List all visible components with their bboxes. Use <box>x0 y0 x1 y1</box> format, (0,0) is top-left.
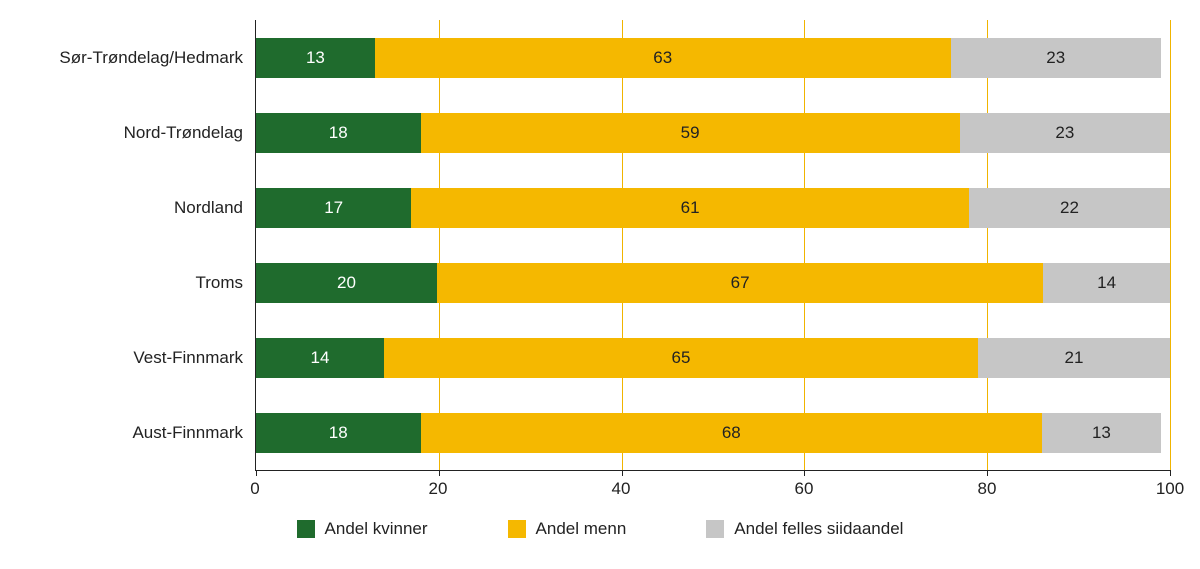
y-label: Nord-Trøndelag <box>30 95 243 170</box>
x-tick-label: 80 <box>978 479 997 499</box>
bar-segment: 13 <box>256 38 375 78</box>
y-label: Troms <box>30 245 243 320</box>
legend-swatch <box>297 520 315 538</box>
x-tick-label: 40 <box>612 479 631 499</box>
y-label: Sør-Trøndelag/Hedmark <box>30 20 243 95</box>
stacked-bar-chart: Sør-Trøndelag/Hedmark Nord-Trøndelag Nor… <box>30 20 1170 539</box>
y-label-text: Aust-Finnmark <box>132 423 243 443</box>
gridline <box>1170 20 1171 470</box>
bar-segment: 14 <box>1043 263 1170 303</box>
x-tick <box>1170 470 1171 476</box>
bar-row: 185923 <box>256 95 1170 170</box>
bar-segment: 23 <box>951 38 1161 78</box>
bar-segment: 65 <box>384 338 978 378</box>
bar-segment: 18 <box>256 113 421 153</box>
x-tick-label: 20 <box>429 479 448 499</box>
bar-stack: 185923 <box>256 113 1170 153</box>
bar-segment: 13 <box>1042 413 1161 453</box>
legend-swatch <box>706 520 724 538</box>
y-label-text: Nordland <box>174 198 243 218</box>
bar-segment: 68 <box>421 413 1043 453</box>
y-label: Nordland <box>30 170 243 245</box>
legend-item: Andel felles siidaandel <box>706 519 903 539</box>
bar-row: 146521 <box>256 320 1170 395</box>
bar-segment: 17 <box>256 188 411 228</box>
bar-segment: 21 <box>978 338 1170 378</box>
plot-area: 136323185923176122206714146521186813 <box>255 20 1170 471</box>
bar-stack: 206714 <box>256 263 1170 303</box>
bar-segment: 61 <box>411 188 969 228</box>
legend-swatch <box>508 520 526 538</box>
x-tick-label: 0 <box>250 479 259 499</box>
y-label-text: Troms <box>195 273 243 293</box>
bar-segment: 22 <box>969 188 1170 228</box>
bar-row: 206714 <box>256 245 1170 320</box>
y-label-text: Nord-Trøndelag <box>124 123 243 143</box>
bar-segment: 14 <box>256 338 384 378</box>
bar-segment: 67 <box>437 263 1043 303</box>
y-label-text: Sør-Trøndelag/Hedmark <box>59 48 243 68</box>
bar-stack: 136323 <box>256 38 1161 78</box>
y-label-text: Vest-Finnmark <box>133 348 243 368</box>
bars-container: 136323185923176122206714146521186813 <box>256 20 1170 470</box>
bar-row: 176122 <box>256 170 1170 245</box>
bar-segment: 18 <box>256 413 421 453</box>
x-axis: 020406080100 <box>255 471 1170 501</box>
legend-item: Andel menn <box>508 519 627 539</box>
bar-stack: 146521 <box>256 338 1170 378</box>
legend-item: Andel kvinner <box>297 519 428 539</box>
bar-segment: 59 <box>421 113 960 153</box>
bar-stack: 186813 <box>256 413 1161 453</box>
legend-label: Andel felles siidaandel <box>734 519 903 539</box>
bar-segment: 20 <box>256 263 437 303</box>
legend-label: Andel kvinner <box>325 519 428 539</box>
bar-row: 136323 <box>256 20 1170 95</box>
y-axis-labels: Sør-Trøndelag/Hedmark Nord-Trøndelag Nor… <box>30 20 255 471</box>
bar-segment: 63 <box>375 38 951 78</box>
legend: Andel kvinner Andel menn Andel felles si… <box>30 519 1170 539</box>
y-label: Aust-Finnmark <box>30 395 243 470</box>
x-tick-label: 60 <box>795 479 814 499</box>
bar-stack: 176122 <box>256 188 1170 228</box>
bar-segment: 23 <box>960 113 1170 153</box>
bar-row: 186813 <box>256 395 1170 470</box>
legend-label: Andel menn <box>536 519 627 539</box>
y-label: Vest-Finnmark <box>30 320 243 395</box>
x-tick-label: 100 <box>1156 479 1184 499</box>
chart-area: Sør-Trøndelag/Hedmark Nord-Trøndelag Nor… <box>30 20 1170 471</box>
